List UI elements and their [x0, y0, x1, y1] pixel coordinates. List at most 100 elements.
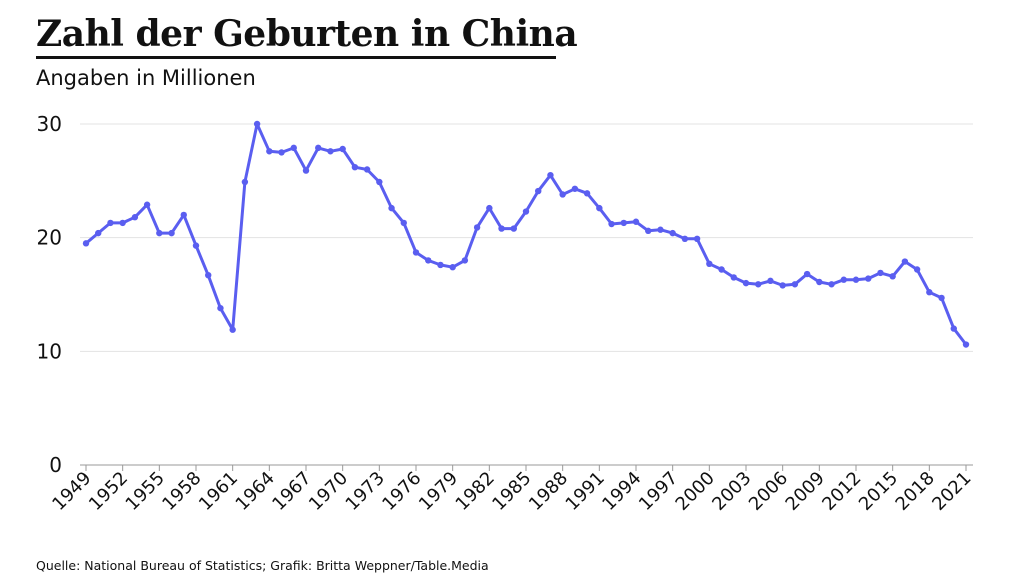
data-point — [828, 281, 835, 288]
data-point — [742, 279, 750, 287]
data-point — [791, 281, 799, 288]
y-tick-label: 10 — [37, 339, 62, 363]
x-tick-label: 2015 — [855, 468, 902, 515]
data-point — [840, 276, 847, 283]
data-point — [755, 281, 762, 288]
data-point — [865, 275, 872, 282]
data-point — [608, 220, 615, 228]
data-point — [559, 191, 566, 198]
x-tick-label: 1997 — [635, 468, 682, 515]
x-tick-label: 1970 — [305, 468, 352, 515]
x-tick-label: 1994 — [598, 468, 645, 515]
data-point — [486, 204, 493, 212]
data-point — [302, 167, 310, 174]
data-point — [327, 148, 334, 155]
data-point — [583, 190, 591, 197]
data-point — [669, 229, 676, 237]
data-point — [547, 171, 554, 179]
data-point — [412, 249, 420, 256]
chart-subtitle: Angaben in Millionen — [36, 66, 256, 90]
data-point — [913, 266, 921, 273]
data-point — [351, 163, 359, 171]
data-point — [510, 225, 517, 232]
data-point — [266, 148, 273, 155]
data-point — [901, 258, 909, 265]
data-point — [620, 219, 627, 227]
data-point — [596, 204, 603, 212]
data-point — [376, 178, 383, 186]
x-axis-ticks: 1949195219551958196119641967197019731976… — [48, 465, 976, 515]
data-point — [95, 229, 102, 237]
data-point — [877, 269, 884, 277]
x-tick-label: 2012 — [818, 468, 865, 515]
data-point — [473, 224, 481, 231]
data-point — [253, 120, 261, 128]
x-tick-label: 1952 — [85, 468, 132, 515]
data-point — [632, 218, 640, 225]
birth-series — [82, 120, 970, 348]
x-tick-label: 1973 — [342, 468, 389, 515]
data-point — [143, 201, 151, 208]
data-point — [388, 204, 395, 212]
chart-title-block: Zahl der Geburten in China — [36, 12, 578, 56]
title-underline — [36, 56, 556, 59]
x-tick-label: 1964 — [232, 468, 279, 515]
x-tick-label: 2000 — [672, 468, 719, 515]
data-point — [461, 257, 469, 264]
data-point — [522, 208, 530, 215]
data-point — [938, 294, 945, 302]
data-point — [217, 304, 224, 312]
data-point — [449, 264, 456, 271]
data-point — [718, 266, 725, 273]
data-point — [645, 227, 652, 235]
data-point — [437, 261, 444, 269]
data-point — [926, 289, 933, 296]
data-point — [889, 273, 896, 280]
data-point — [119, 219, 126, 227]
y-axis-ticks: 0 10 20 30 — [37, 112, 62, 477]
y-tick-label: 30 — [37, 112, 62, 136]
data-point — [205, 271, 212, 279]
data-point — [363, 166, 371, 173]
x-tick-label: 2003 — [708, 468, 755, 515]
x-tick-label: 2009 — [782, 468, 829, 515]
data-point — [400, 219, 407, 227]
data-point — [706, 260, 713, 268]
data-point — [498, 225, 505, 232]
data-point — [192, 242, 200, 249]
x-tick-label: 1991 — [562, 468, 609, 515]
x-tick-label: 1979 — [415, 468, 462, 515]
data-point — [816, 278, 823, 286]
data-point — [290, 144, 297, 152]
data-point — [156, 229, 163, 237]
data-point — [168, 229, 175, 237]
data-point — [131, 214, 139, 221]
data-point — [107, 219, 114, 227]
y-tick-label: 20 — [37, 226, 62, 250]
data-point — [803, 270, 811, 278]
chart-title: Zahl der Geburten in China — [36, 13, 578, 55]
data-point — [571, 185, 579, 192]
data-point — [962, 341, 970, 348]
x-tick-label: 1985 — [488, 468, 535, 515]
data-point — [229, 326, 236, 333]
x-tick-label: 1967 — [268, 468, 315, 515]
data-point — [730, 274, 737, 281]
data-point — [767, 277, 774, 285]
data-point — [425, 257, 432, 264]
x-tick-label: 1958 — [158, 468, 205, 515]
data-point — [681, 235, 689, 243]
data-point — [779, 282, 786, 289]
source-note: Quelle: National Bureau of Statistics; G… — [36, 558, 489, 573]
x-tick-label: 1976 — [378, 468, 425, 515]
data-point — [278, 149, 285, 156]
x-tick-label: 1982 — [452, 468, 499, 515]
data-point — [180, 211, 187, 219]
data-point — [82, 240, 90, 247]
data-point — [950, 325, 957, 332]
data-point — [339, 145, 346, 153]
y-tick-label: 0 — [49, 453, 62, 477]
x-tick-label: 2021 — [928, 468, 975, 515]
series-line — [84, 122, 968, 346]
